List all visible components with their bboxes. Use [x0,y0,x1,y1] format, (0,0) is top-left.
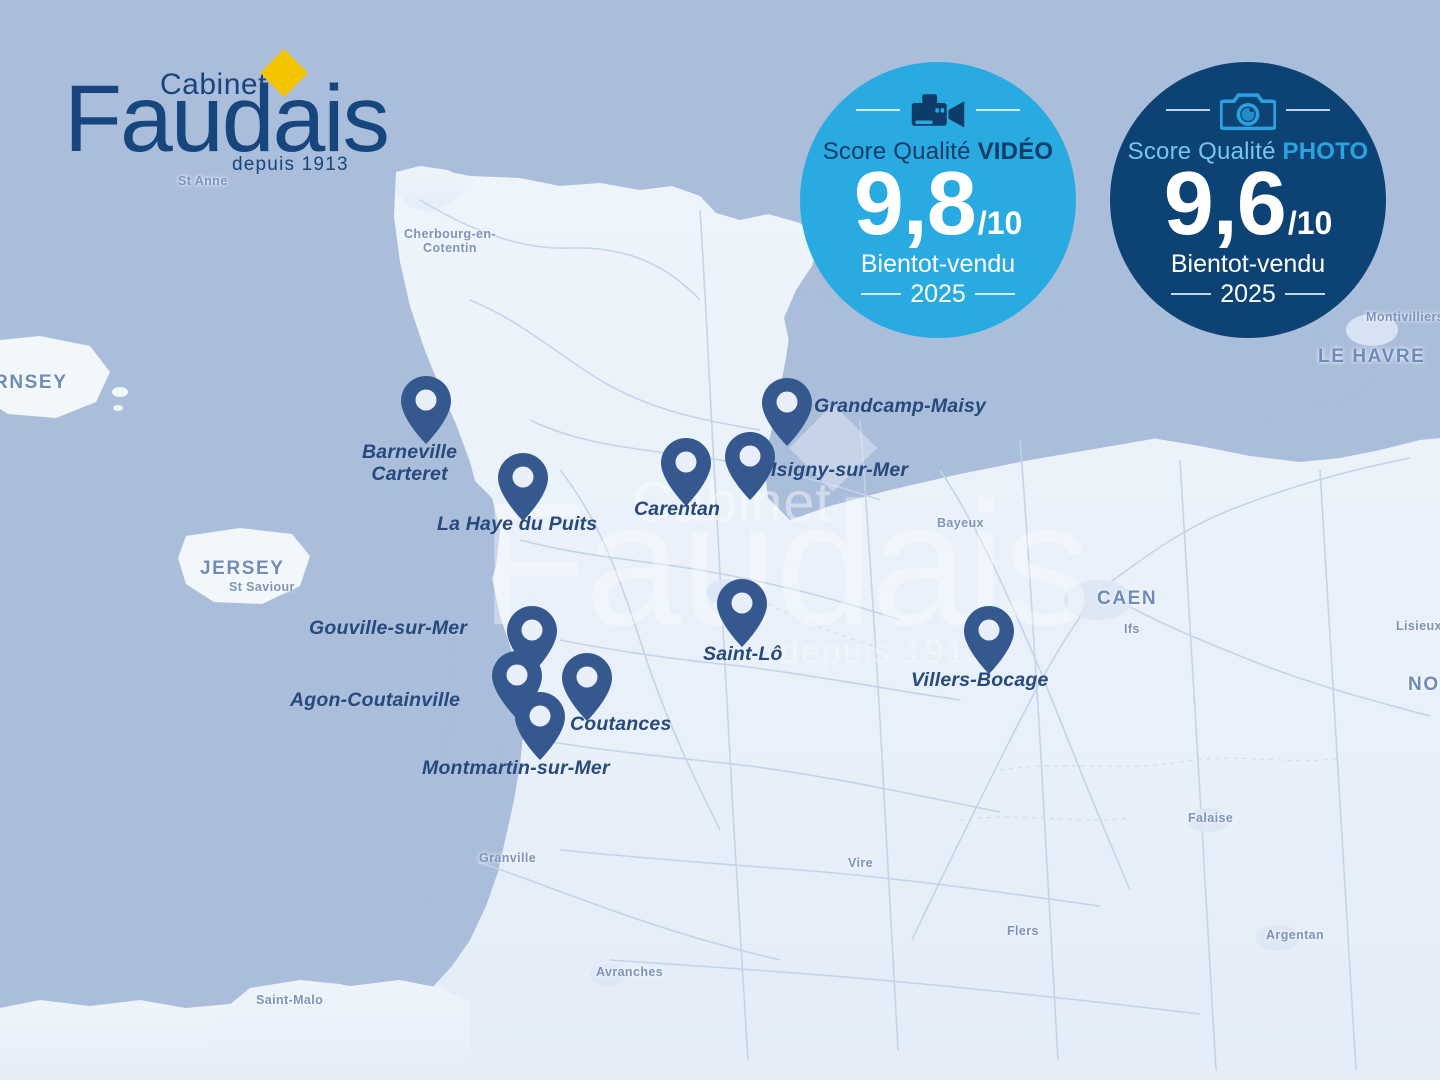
map-pin-label-gouville-sur-mer: Gouville-sur-Mer [309,617,468,639]
map-pin-barneville-carteret[interactable] [399,375,453,445]
photo-camera-icon [1220,93,1276,131]
map-pin-icon [964,606,1014,674]
badge-video-rule-right [976,109,1020,111]
badge-photo-icon-row [1166,84,1330,136]
badge-photo-subtitle: Bientot-vendu [1170,249,1326,278]
badge-video-score-value: 9,8 [853,154,977,254]
score-badge-photo[interactable]: Score Qualité PHOTO 9,6 /10 Bientot-vend… [1110,62,1386,338]
video-camera-icon [911,94,965,128]
map-pin-label-coutances: Coutances [570,713,672,735]
logo-name: Faudais [64,66,390,172]
badge-photo-score: 9,6 /10 [1163,154,1333,254]
badge-photo-score-value: 9,6 [1163,154,1287,254]
logo-tagline: depuis 1913 [232,154,349,175]
badge-video-title: Score Qualité VIDÉO [823,138,1054,166]
brand-logo[interactable]: Faudais Cabinet depuis 1913 [62,48,390,183]
map-pin-label-saint-l: Saint-Lô [703,643,783,665]
map-pin-label-la-haye-du-puits: La Haye du Puits [437,513,598,535]
map-pin-saint-l[interactable] [715,578,769,648]
badge-video-year: 2025 [910,279,966,308]
badge-video-year-row: 2025 [861,280,1015,309]
map-pin-label-carentan: Carentan [634,498,721,520]
map-pin-label-villers-bocage: Villers-Bocage [911,669,1049,691]
badge-photo-title-prefix: Score Qualité [1127,138,1283,165]
map-pin-icon [661,438,711,506]
map-pin-icon [498,453,548,521]
map-pin-isigny-sur-mer[interactable] [723,431,777,501]
badge-video-year-rule-left [861,293,902,295]
badge-video-title-prefix: Score Qualité [822,138,978,165]
map-pin-montmartin-sur-mer[interactable] [513,691,567,761]
map-pin-coutances[interactable] [560,652,614,722]
badge-video-year-rule-right [974,293,1015,295]
score-badge-video[interactable]: Score Qualité VIDÉO 9,8 /10 Bientot-vend… [800,62,1076,338]
map-pin-icon [717,579,767,647]
badge-video-score: 9,8 /10 [853,154,1023,254]
logo-cabinet: Cabinet [160,68,267,101]
map-pin-icon [762,378,812,446]
badge-photo-year: 2025 [1220,279,1276,308]
badge-photo-year-rule-left [1171,293,1212,295]
badge-photo-title-strong: PHOTO [1282,138,1369,165]
map-pin-la-haye-du-puits[interactable] [496,452,550,522]
map-pin-label-barneville-carteret: Barneville Carteret [362,441,458,486]
badge-photo-year-rule-right [1284,293,1325,295]
badge-photo-score-denominator: /10 [1287,205,1333,241]
map-pin-villers-bocage[interactable] [962,605,1016,675]
badge-photo-title: Score Qualité PHOTO [1128,138,1369,166]
map-pin-icon [401,376,451,444]
badge-video-icon-row [856,84,1020,136]
badge-video-rule-left [856,109,900,111]
map-pin-label-montmartin-sur-mer: Montmartin-sur-Mer [422,757,610,779]
map-pin-grandcamp-maisy[interactable] [760,377,814,447]
map-pin-icon [562,653,612,721]
badge-video-title-strong: VIDÉO [977,138,1054,165]
map-pin-carentan[interactable] [659,437,713,507]
badge-video-subtitle: Bientot-vendu [860,249,1016,278]
badge-photo-year-row: 2025 [1171,280,1325,309]
map-pin-label-agon-coutainville: Agon-Coutainville [290,689,461,711]
map-pin-icon [725,432,775,500]
badge-photo-rule-left [1166,109,1210,111]
badge-photo-rule-right [1286,109,1330,111]
map-pin-label-grandcamp-maisy: Grandcamp-Maisy [814,395,987,417]
map-pin-label-isigny-sur-mer: Isigny-sur-Mer [771,459,909,481]
map-pin-icon [515,692,565,760]
badge-video-score-denominator: /10 [977,205,1023,241]
